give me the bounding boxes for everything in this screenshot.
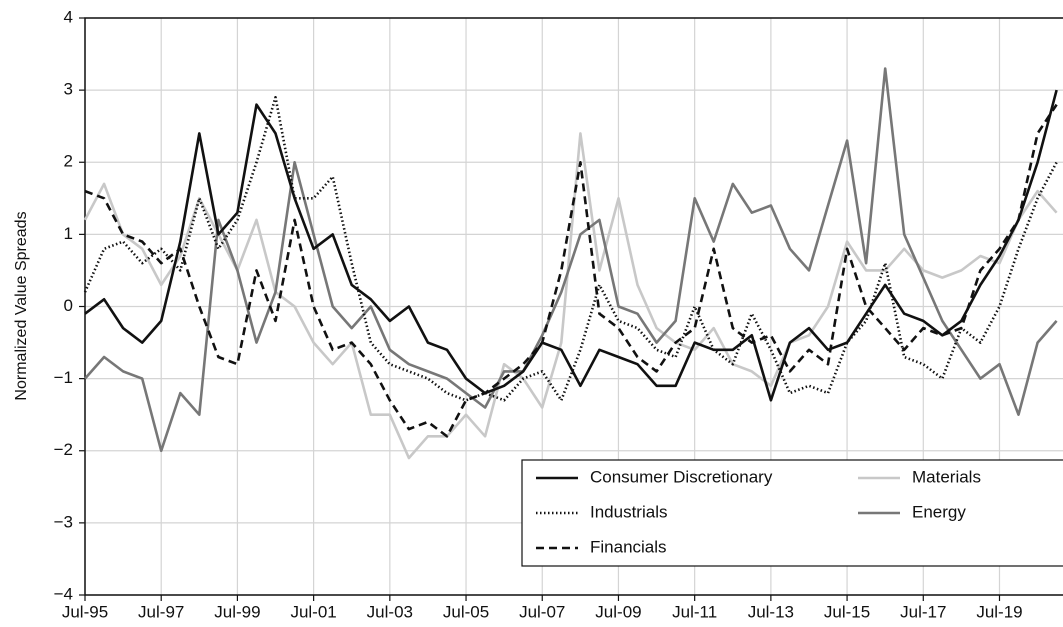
y-tick-label: 0 — [64, 296, 73, 315]
y-tick-label: −4 — [54, 584, 73, 603]
x-tick-label: Jul-09 — [595, 602, 641, 621]
y-axis-label: Normalized Value Spreads — [13, 211, 30, 400]
x-tick-label: Jul-99 — [214, 602, 260, 621]
legend-label: Industrials — [590, 502, 667, 521]
series-line — [84, 103, 1058, 438]
y-tick-label: −3 — [54, 512, 73, 531]
legend-label: Consumer Discretionary — [590, 467, 773, 486]
legend-label: Financials — [590, 537, 667, 556]
y-tick-label: 1 — [64, 224, 73, 243]
legend: Consumer Discretionary Industrials Financi… — [521, 459, 1063, 567]
legend-box — [521, 459, 1063, 567]
x-tick-label: Jul-97 — [138, 602, 184, 621]
x-tick-label: Jul-13 — [748, 602, 794, 621]
x-tick-label: Jul-15 — [824, 602, 870, 621]
x-tick-label: Jul-01 — [290, 602, 336, 621]
series-line — [84, 89, 1058, 402]
y-tick-label: 3 — [64, 80, 73, 99]
legend-label: Materials — [912, 467, 981, 486]
x-tick-label: Jul-05 — [443, 602, 489, 621]
series-line — [84, 67, 1058, 453]
legend-label: Energy — [912, 502, 966, 521]
x-tick-label: Jul-07 — [519, 602, 565, 621]
y-tick-label: 2 — [64, 152, 73, 171]
y-tick-label: −2 — [54, 440, 73, 459]
y-tick-label: −1 — [54, 368, 73, 387]
y-tick-label: 4 — [64, 7, 73, 26]
x-tick-label: Jul-03 — [367, 602, 413, 621]
x-tick-label: Jul-17 — [900, 602, 946, 621]
x-tick-label: Jul-95 — [62, 602, 108, 621]
series-line — [83, 132, 1058, 460]
x-tick-label: Jul-19 — [976, 602, 1022, 621]
plot-frame — [84, 17, 1063, 596]
x-tick-label: Jul-11 — [672, 602, 717, 621]
